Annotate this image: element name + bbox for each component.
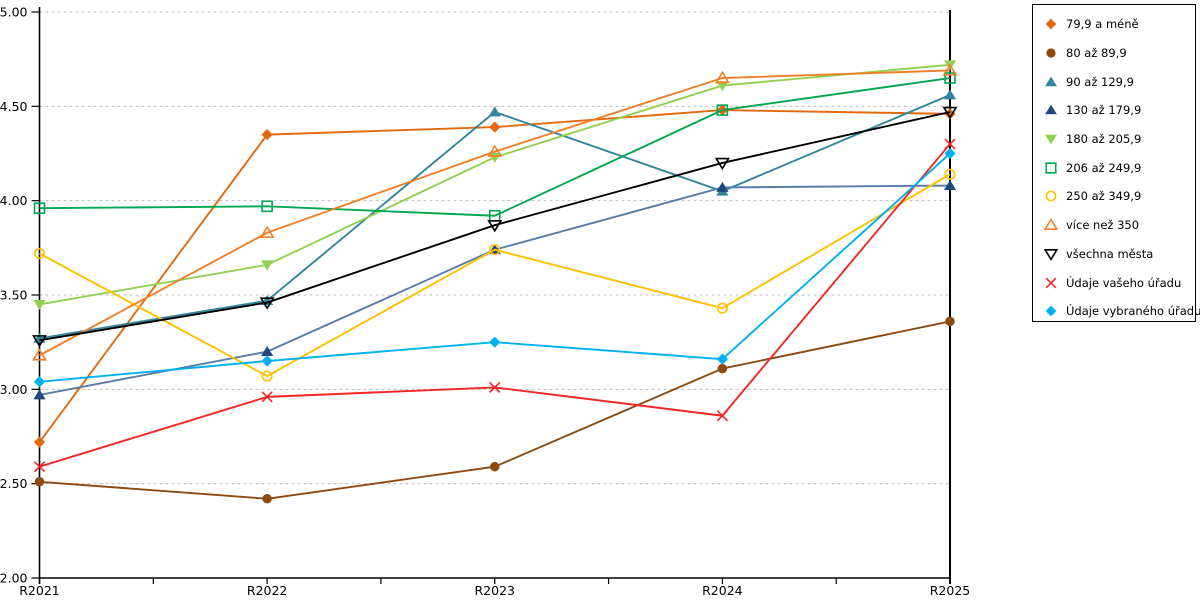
legend-item: 80 až 89,9 xyxy=(1044,39,1195,68)
legend-item: 130 až 179,9 xyxy=(1044,96,1195,125)
x-tick-label: R2023 xyxy=(475,583,516,598)
series-2 xyxy=(34,316,955,504)
x-tick-label: R2024 xyxy=(702,583,743,598)
circle-marker-icon xyxy=(1046,48,1056,58)
diamond-marker-icon xyxy=(1045,18,1057,30)
x-tick-label: R2022 xyxy=(247,583,288,598)
triangle-down-marker-icon xyxy=(1044,248,1058,261)
gridlines xyxy=(39,11,950,485)
legend-item: Údaje vybraného úřadu xyxy=(1044,297,1200,326)
x-axis: R2021 R2022 R2023 R2024 R2025 xyxy=(19,578,970,598)
legend-label: 80 až 89,9 xyxy=(1066,46,1127,61)
legend-label: 130 až 179,9 xyxy=(1066,103,1142,118)
legend-item: 206 až 249,9 xyxy=(1044,153,1195,182)
y-tick-label: 3.00 xyxy=(0,382,28,397)
legend-label: 206 až 249,9 xyxy=(1066,160,1142,175)
series-5 xyxy=(33,60,957,311)
y-tick-label: 2.00 xyxy=(0,571,28,586)
legend-item: všechna města xyxy=(1044,240,1195,269)
legend-label: 90 až 129,9 xyxy=(1066,74,1134,89)
y-tick-label: 3.50 xyxy=(0,288,28,303)
legend-label: všechna města xyxy=(1066,246,1154,261)
triangle-up-marker-icon xyxy=(1045,76,1057,86)
x-tick-label: R2025 xyxy=(930,583,971,598)
triangle-up-marker-icon xyxy=(1044,218,1058,231)
series-10 xyxy=(33,138,956,473)
legend-item: 90 až 129,9 xyxy=(1044,67,1195,96)
legend-item: více než 350 xyxy=(1044,211,1195,240)
y-tick-label: 5.00 xyxy=(0,5,28,20)
legend-label: 250 až 349,9 xyxy=(1066,189,1142,204)
legend-item: Údaje vašeho úřadu xyxy=(1044,268,1195,297)
legend-item: 180 až 205,9 xyxy=(1044,125,1195,154)
y-tick-label: 4.00 xyxy=(0,193,28,208)
square-marker-icon xyxy=(1045,162,1057,174)
legend: 79,9 a méně 80 až 89,9 90 až 129,9 130 až 1… xyxy=(1032,4,1200,322)
legend-label: více než 350 xyxy=(1066,218,1140,233)
legend-label: 79,9 a méně xyxy=(1066,17,1139,32)
legend-label: 180 až 205,9 xyxy=(1066,132,1142,147)
circle-marker-icon xyxy=(1045,191,1057,202)
diamond-marker-icon xyxy=(1045,305,1057,317)
series-4 xyxy=(33,179,957,400)
series-9 xyxy=(31,106,958,348)
triangle-down-marker-icon xyxy=(1045,134,1057,145)
y-tick-label: 2.50 xyxy=(0,476,28,491)
series-11 xyxy=(33,147,956,388)
legend-item: 250 až 349,9 xyxy=(1044,182,1195,211)
legend-item: 79,9 a méně xyxy=(1044,10,1195,39)
y-axis: 5.00 4.50 4.00 3.50 3.00 2.50 2.00 xyxy=(0,5,40,586)
legend-label: Údaje vybraného úřadu xyxy=(1066,304,1200,319)
series-7 xyxy=(33,168,956,382)
y-tick-label: 4.50 xyxy=(0,99,28,114)
series-6 xyxy=(33,72,956,222)
series-8 xyxy=(31,63,958,361)
triangle-up-marker-icon xyxy=(1045,105,1057,115)
x-marker-icon xyxy=(1045,277,1057,288)
x-tick-label: R2021 xyxy=(19,583,60,598)
legend-label: Údaje vašeho úřadu xyxy=(1066,275,1182,290)
